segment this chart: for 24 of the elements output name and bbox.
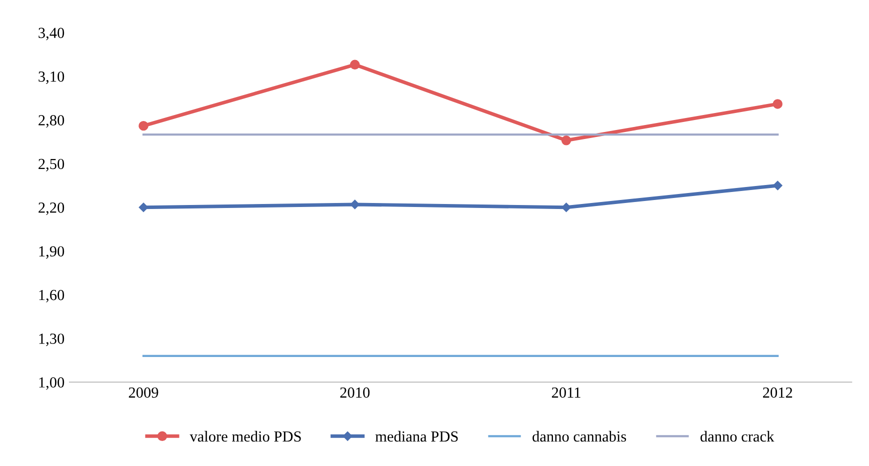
x-tick-label: 2009 [128,387,158,398]
point [561,136,572,146]
legend-label: danno cannabis [532,430,626,442]
x-tick-label: 2012 [763,387,792,398]
y-tick-label: 1,60 [39,290,64,302]
y-tick-label: 1,30 [39,334,64,346]
y-tick-label: 3,10 [38,71,64,84]
y-tick-label: 2,20 [38,202,64,216]
point [772,99,782,109]
point [138,202,148,212]
legend-label: mediana PDS [375,430,458,442]
point [773,180,782,190]
point [350,200,360,210]
y-tick-label: 1,90 [39,246,64,259]
y-tick-label: 2,50 [38,158,64,172]
x-tick-label: 2011 [552,387,580,398]
y-tick-label: 2,80 [38,115,64,128]
legend-label: danno crack [700,430,774,442]
legend-label: valore medio PDS [190,430,301,442]
point [138,120,148,131]
x-tick-label: 2010 [340,387,370,398]
point [350,60,360,70]
y-tick-label: 1,00 [39,377,64,390]
y-tick-label: 3,40 [38,28,64,40]
